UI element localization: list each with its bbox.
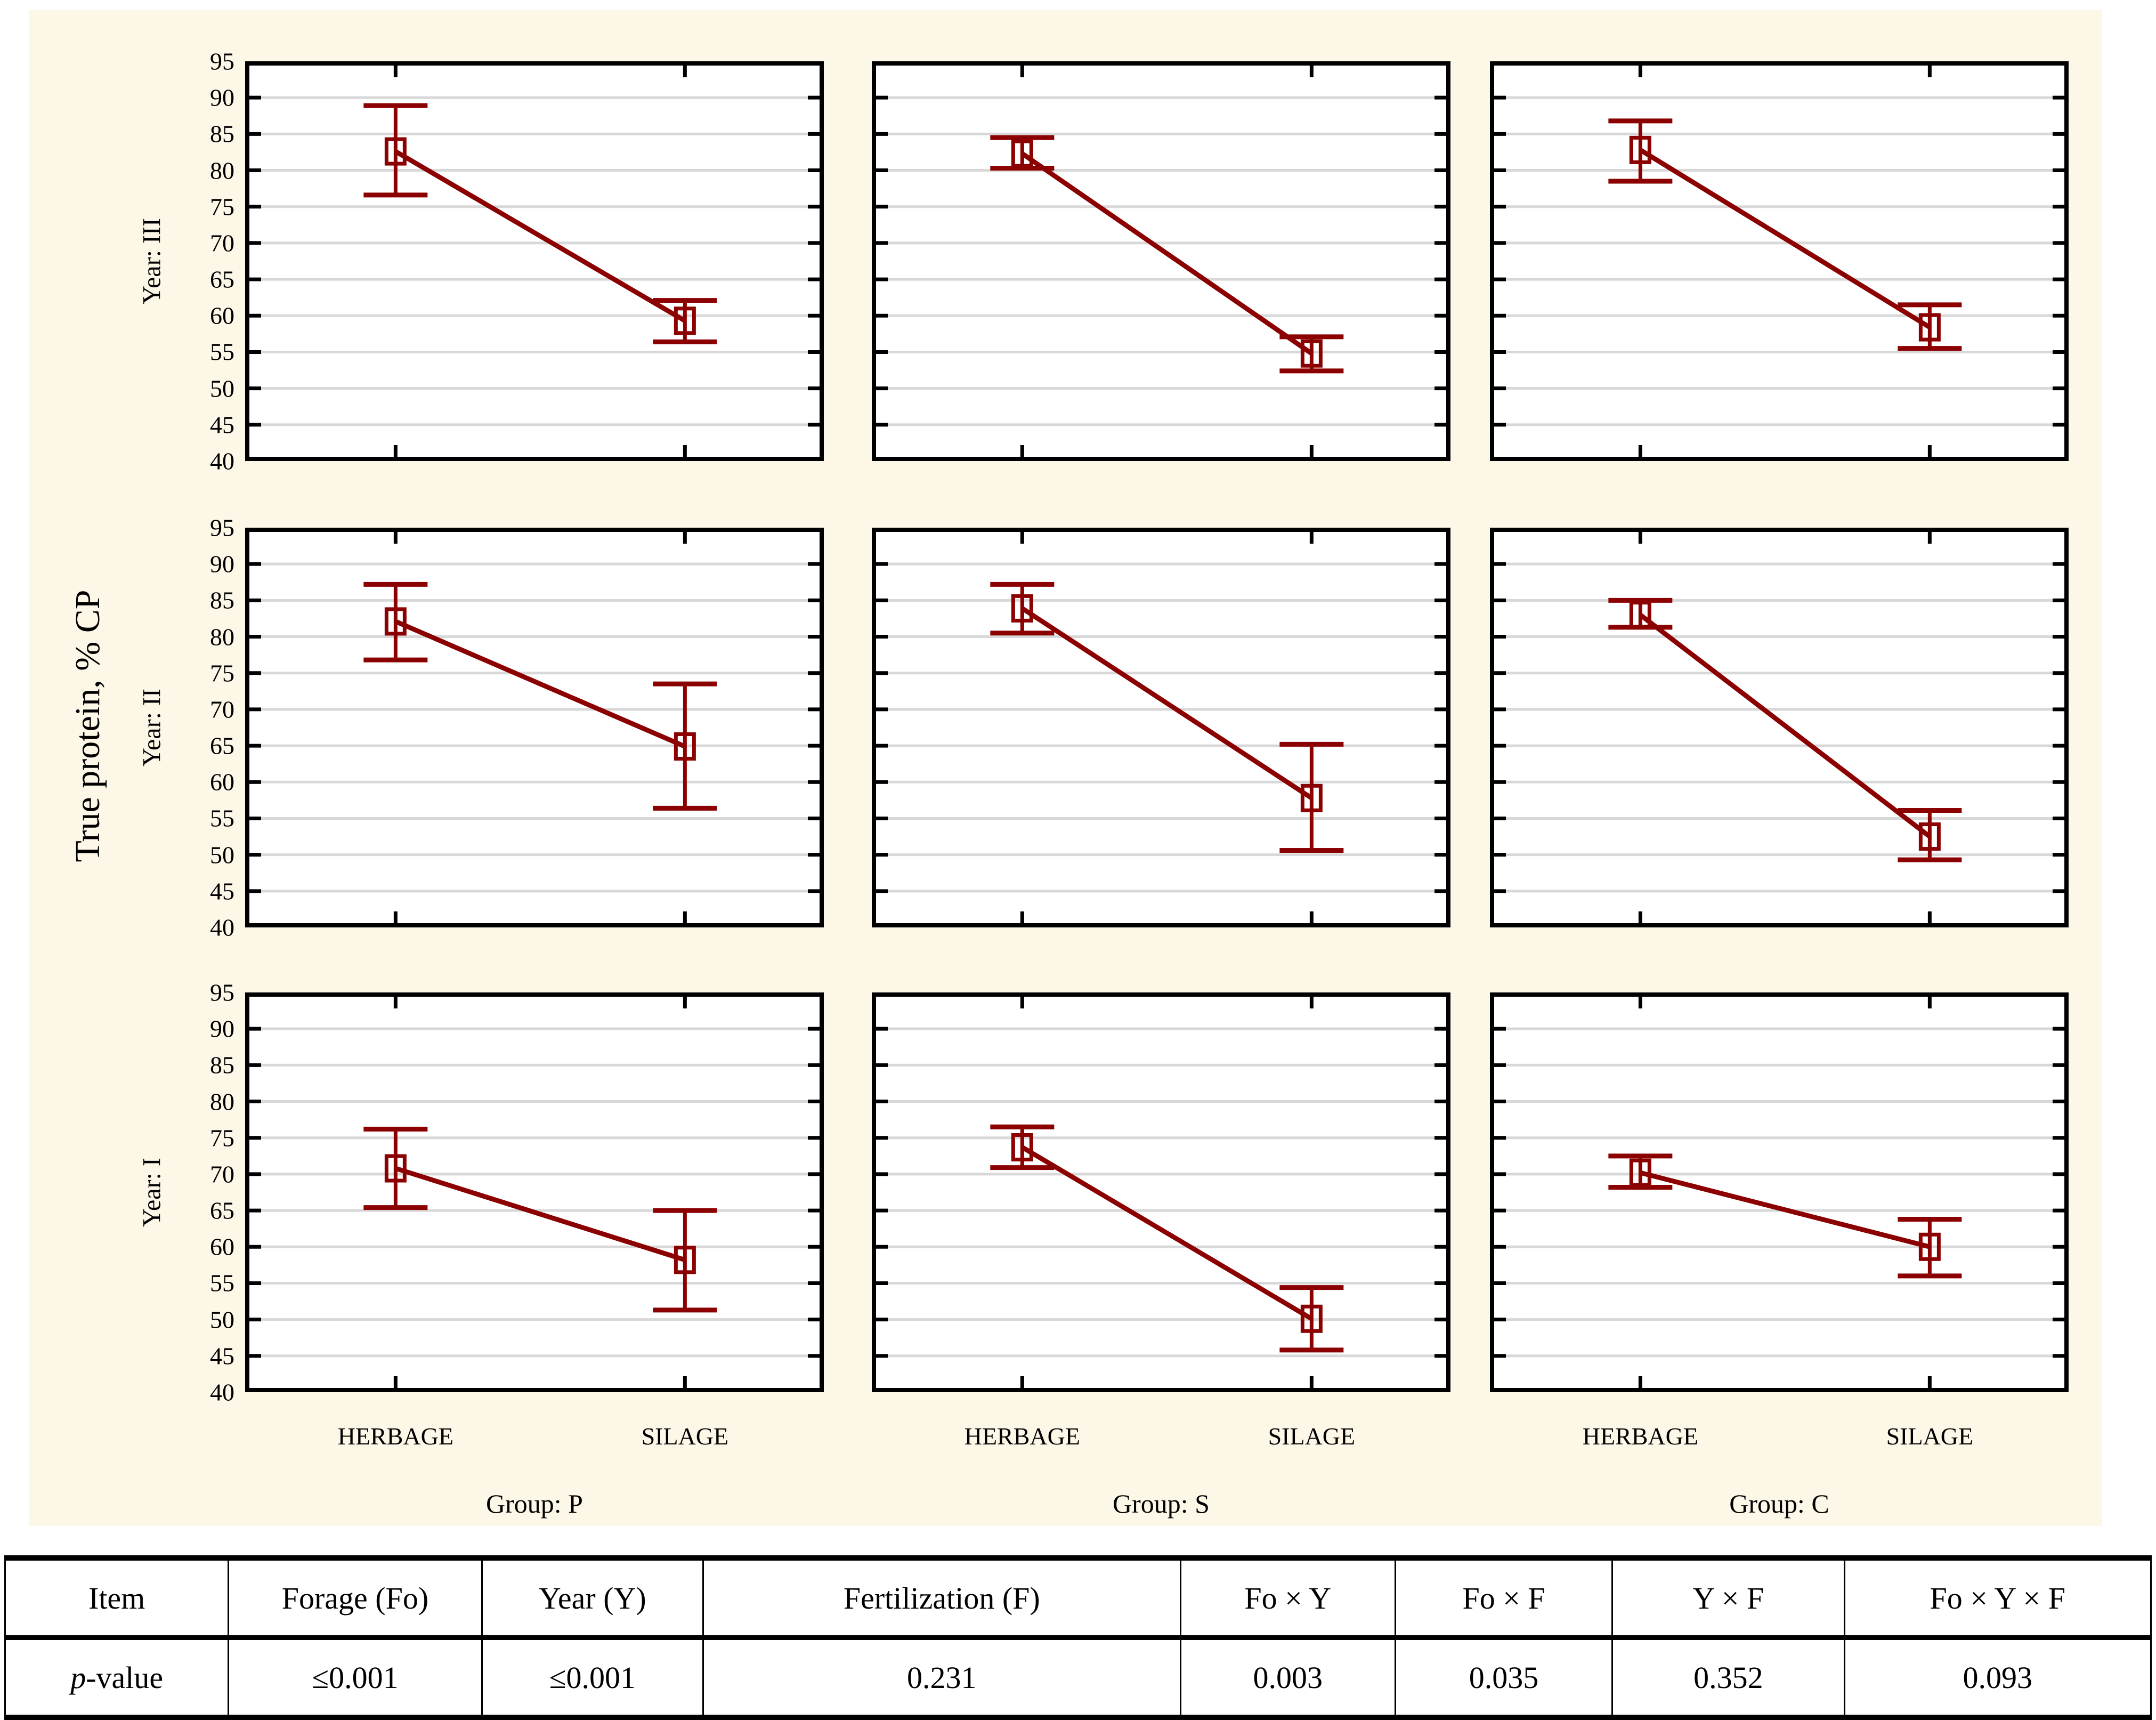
table-header-cell: Year (Y)	[481, 1555, 704, 1640]
panel-year-i-group-c	[1490, 992, 2069, 1392]
table-value-cell: 0.352	[1611, 1637, 1845, 1720]
y-tick-label: 60	[210, 1233, 234, 1261]
x-category-label-herbage: HERBAGE	[964, 1423, 1080, 1450]
table-value-cell: 0.231	[702, 1637, 1181, 1720]
y-tick-label: 90	[210, 550, 234, 578]
y-tick-label: 75	[210, 193, 234, 221]
y-tick-label: 40	[210, 914, 234, 941]
y-tick-label: 90	[210, 1015, 234, 1043]
panel-year-ii-group-c	[1490, 528, 2069, 927]
y-tick-label: 45	[210, 1342, 234, 1370]
y-tick-label: 65	[210, 1197, 234, 1224]
y-tick-label: 65	[210, 732, 234, 760]
table-value-cell: 0.035	[1394, 1637, 1614, 1720]
panel-year-ii-group-s	[872, 528, 1450, 927]
y-tick-label: 45	[210, 411, 234, 439]
y-tick-label: 60	[210, 302, 234, 329]
y-tick-label: 95	[210, 47, 234, 75]
y-tick-label: 80	[210, 1088, 234, 1116]
panel-year-iii-group-s	[872, 61, 1450, 461]
y-tick-label: 45	[210, 877, 234, 905]
group-label-group-s: Group: S	[1113, 1489, 1210, 1519]
y-tick-label: 60	[210, 768, 234, 796]
pvalue-table: Item Forage (Fo) Year (Y) Fertilization (F)…	[4, 1555, 2152, 1720]
y-tick-label: 55	[210, 1269, 234, 1297]
y-tick-label: 70	[210, 1160, 234, 1188]
group-label-group-c: Group: C	[1729, 1489, 1829, 1519]
y-tick-label: 75	[210, 659, 234, 687]
y-tick-label: 50	[210, 1306, 234, 1334]
panel-year-ii-group-p	[245, 528, 824, 927]
row-label-year-ii: Year: II	[137, 689, 166, 766]
table-value-cell: ≤0.001	[228, 1637, 483, 1720]
panel-year-iii-group-c	[1490, 61, 2069, 461]
y-tick-label: 95	[210, 514, 234, 542]
y-tick-label: 80	[210, 157, 234, 184]
x-category-label-silage: SILAGE	[1886, 1423, 1974, 1450]
x-category-label-herbage: HERBAGE	[337, 1423, 453, 1450]
table-header-cell: Fertilization (F)	[702, 1555, 1181, 1640]
table-header-cell: Y × F	[1611, 1555, 1845, 1640]
table-header-cell: Fo × F	[1394, 1555, 1614, 1640]
row-label-year-iii: Year: III	[137, 218, 166, 304]
y-axis-title: True protein, % CP	[68, 590, 107, 862]
pvalue-table-body: p-value ≤0.001 ≤0.001 0.231 0.003 0.035 0.352 0…	[4, 1637, 2152, 1720]
table-header-cell: Forage (Fo)	[228, 1555, 483, 1640]
y-tick-label: 85	[210, 120, 234, 148]
y-tick-label: 70	[210, 229, 234, 257]
y-tick-label: 85	[210, 1051, 234, 1079]
y-tick-label: 70	[210, 696, 234, 723]
table-header-cell: Fo × Y × F	[1843, 1555, 2152, 1640]
x-category-label-herbage: HERBAGE	[1582, 1423, 1698, 1450]
y-tick-label: 40	[210, 447, 234, 475]
y-tick-label: 40	[210, 1378, 234, 1406]
pvalue-table-header: Item Forage (Fo) Year (Y) Fertilization (F)…	[4, 1555, 2152, 1640]
y-tick-label: 80	[210, 623, 234, 651]
table-value-cell: 0.003	[1179, 1637, 1396, 1720]
group-label-group-p: Group: P	[486, 1489, 583, 1519]
y-tick-label: 75	[210, 1124, 234, 1152]
y-tick-label: 50	[210, 841, 234, 869]
y-tick-label: 50	[210, 375, 234, 402]
panel-year-iii-group-p	[245, 61, 824, 461]
table-value-cell: 0.093	[1843, 1637, 2152, 1720]
y-tick-label: 65	[210, 265, 234, 293]
y-tick-label: 55	[210, 804, 234, 832]
table-value-cell: ≤0.001	[481, 1637, 704, 1720]
y-tick-label: 90	[210, 84, 234, 111]
x-category-label-silage: SILAGE	[1268, 1423, 1356, 1450]
table-value-cell: p-value	[4, 1637, 230, 1720]
panel-year-i-group-s	[872, 992, 1450, 1392]
y-tick-label: 85	[210, 586, 234, 614]
table-header-cell: Item	[4, 1555, 230, 1640]
y-tick-label: 95	[210, 979, 234, 1006]
x-category-label-silage: SILAGE	[641, 1423, 729, 1450]
y-tick-label: 55	[210, 338, 234, 366]
panel-year-i-group-p	[245, 992, 824, 1392]
table-header-cell: Fo × Y	[1179, 1555, 1396, 1640]
row-label-year-i: Year: I	[137, 1158, 166, 1227]
